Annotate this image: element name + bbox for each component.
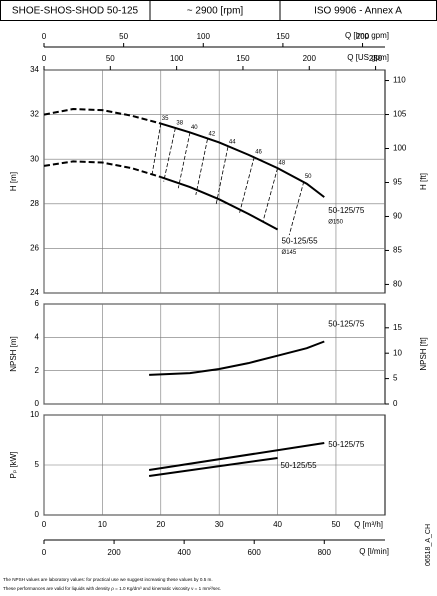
efficiency-line (151, 123, 162, 175)
x-axis-label: Q [l/min] (359, 547, 389, 556)
x-tick-label: 100 (170, 54, 184, 63)
y2-tick-label: 90 (393, 212, 402, 221)
curve-sublabel: Ø150 (328, 220, 343, 226)
curve (149, 340, 325, 376)
x-tick-label: 50 (119, 32, 128, 41)
y-tick-label: 6 (35, 299, 40, 308)
curve (160, 176, 279, 231)
x-tick-label: 150 (236, 54, 250, 63)
x-tick-label: 40 (273, 520, 282, 529)
x-tick-label: 50 (106, 54, 115, 63)
efficiency-line (239, 156, 255, 213)
y-axis-label: H [m] (9, 172, 18, 191)
efficiency-line (215, 146, 229, 204)
efficiency-label: 48 (279, 161, 286, 167)
y2-tick-label: 0 (393, 399, 398, 408)
x-tick-label: 200 (303, 54, 317, 63)
curve-label: 50-125/75 (328, 440, 365, 449)
side-code: 06518_A_CH (425, 524, 432, 566)
x-tick-label: 0 (42, 520, 47, 529)
curve (43, 108, 162, 125)
efficiency-line (262, 168, 278, 222)
curve-sublabel: Ø145 (282, 250, 297, 256)
x-tick-label: 10 (98, 520, 107, 529)
footnote: These performances are valid for liquids… (3, 586, 221, 591)
x-tick-label: 50 (331, 520, 340, 529)
x-tick-label: 0 (42, 32, 47, 41)
efficiency-label: 38 (176, 121, 183, 127)
x-axis-label: Q [US gpm] (347, 53, 389, 62)
curve (160, 122, 325, 198)
x-tick-label: 200 (356, 32, 370, 41)
y2-tick-label: 100 (393, 144, 407, 153)
curve-label: 50-125/55 (281, 461, 318, 470)
x-tick-label: 600 (248, 548, 262, 557)
x-tick-label: 250 (369, 54, 383, 63)
y2-tick-label: 5 (393, 374, 398, 383)
efficiency-label: 44 (229, 140, 236, 146)
y2-axis-label: NPSH [ft] (419, 337, 428, 370)
y-tick-label: 0 (35, 510, 40, 519)
footnote: The NPSH values are laboratory values: f… (3, 577, 213, 582)
y-axis-label: NPSH [m] (9, 336, 18, 372)
y-tick-label: 30 (30, 154, 39, 163)
efficiency-line (177, 132, 191, 189)
efficiency-label: 50 (305, 174, 312, 180)
y-tick-label: 26 (30, 244, 39, 253)
y-tick-label: 28 (30, 199, 39, 208)
efficiency-line (195, 139, 208, 195)
curve (148, 442, 325, 471)
curve-label: 50-125/75 (328, 320, 365, 329)
x-tick-label: 30 (215, 520, 224, 529)
curve-label: 50-125/55 (282, 237, 319, 246)
y2-tick-label: 10 (393, 348, 402, 357)
efficiency-line (288, 181, 305, 236)
y-tick-label: 4 (35, 332, 40, 341)
y-tick-label: 2 (35, 366, 40, 375)
y-tick-label: 10 (30, 410, 39, 419)
curve (43, 160, 162, 178)
y-tick-label: 0 (35, 399, 40, 408)
y-tick-label: 34 (30, 65, 39, 74)
header-cell: ISO 9906 - Annex A (314, 6, 402, 17)
y2-tick-label: 85 (393, 246, 402, 255)
efficiency-label: 35 (162, 116, 169, 122)
efficiency-line (163, 127, 176, 182)
x-axis-label: Q [Imp gpm] (345, 31, 389, 40)
plot-frame (43, 69, 386, 294)
y2-axis-label: H [ft] (419, 173, 428, 190)
y-tick-label: 32 (30, 110, 39, 119)
y-tick-label: 24 (30, 288, 39, 297)
x-tick-label: 0 (42, 54, 47, 63)
header-cell: SHOE-SHOS-SHOD 50-125 (12, 6, 139, 17)
y2-tick-label: 110 (393, 76, 406, 85)
x-axis-label: Q [m³/h] (354, 520, 383, 529)
y2-tick-label: 95 (393, 178, 402, 187)
efficiency-label: 42 (208, 132, 215, 138)
y2-tick-label: 15 (393, 323, 402, 332)
y2-tick-label: 80 (393, 280, 402, 289)
y-axis-label: Pₚ [kW] (9, 452, 18, 479)
x-tick-label: 0 (42, 548, 47, 557)
y-tick-label: 5 (35, 460, 40, 469)
x-tick-label: 400 (177, 548, 191, 557)
curve (148, 457, 278, 477)
x-tick-label: 200 (107, 548, 121, 557)
x-tick-label: 100 (197, 32, 211, 41)
efficiency-label: 46 (255, 150, 262, 156)
header-cell: ~ 2900 [rpm] (187, 6, 244, 17)
x-tick-label: 800 (318, 548, 332, 557)
curve-label: 50-125/75 (328, 206, 365, 215)
x-tick-label: 20 (156, 520, 165, 529)
y2-tick-label: 105 (393, 110, 407, 119)
x-tick-label: 150 (276, 32, 290, 41)
efficiency-label: 40 (191, 125, 198, 131)
